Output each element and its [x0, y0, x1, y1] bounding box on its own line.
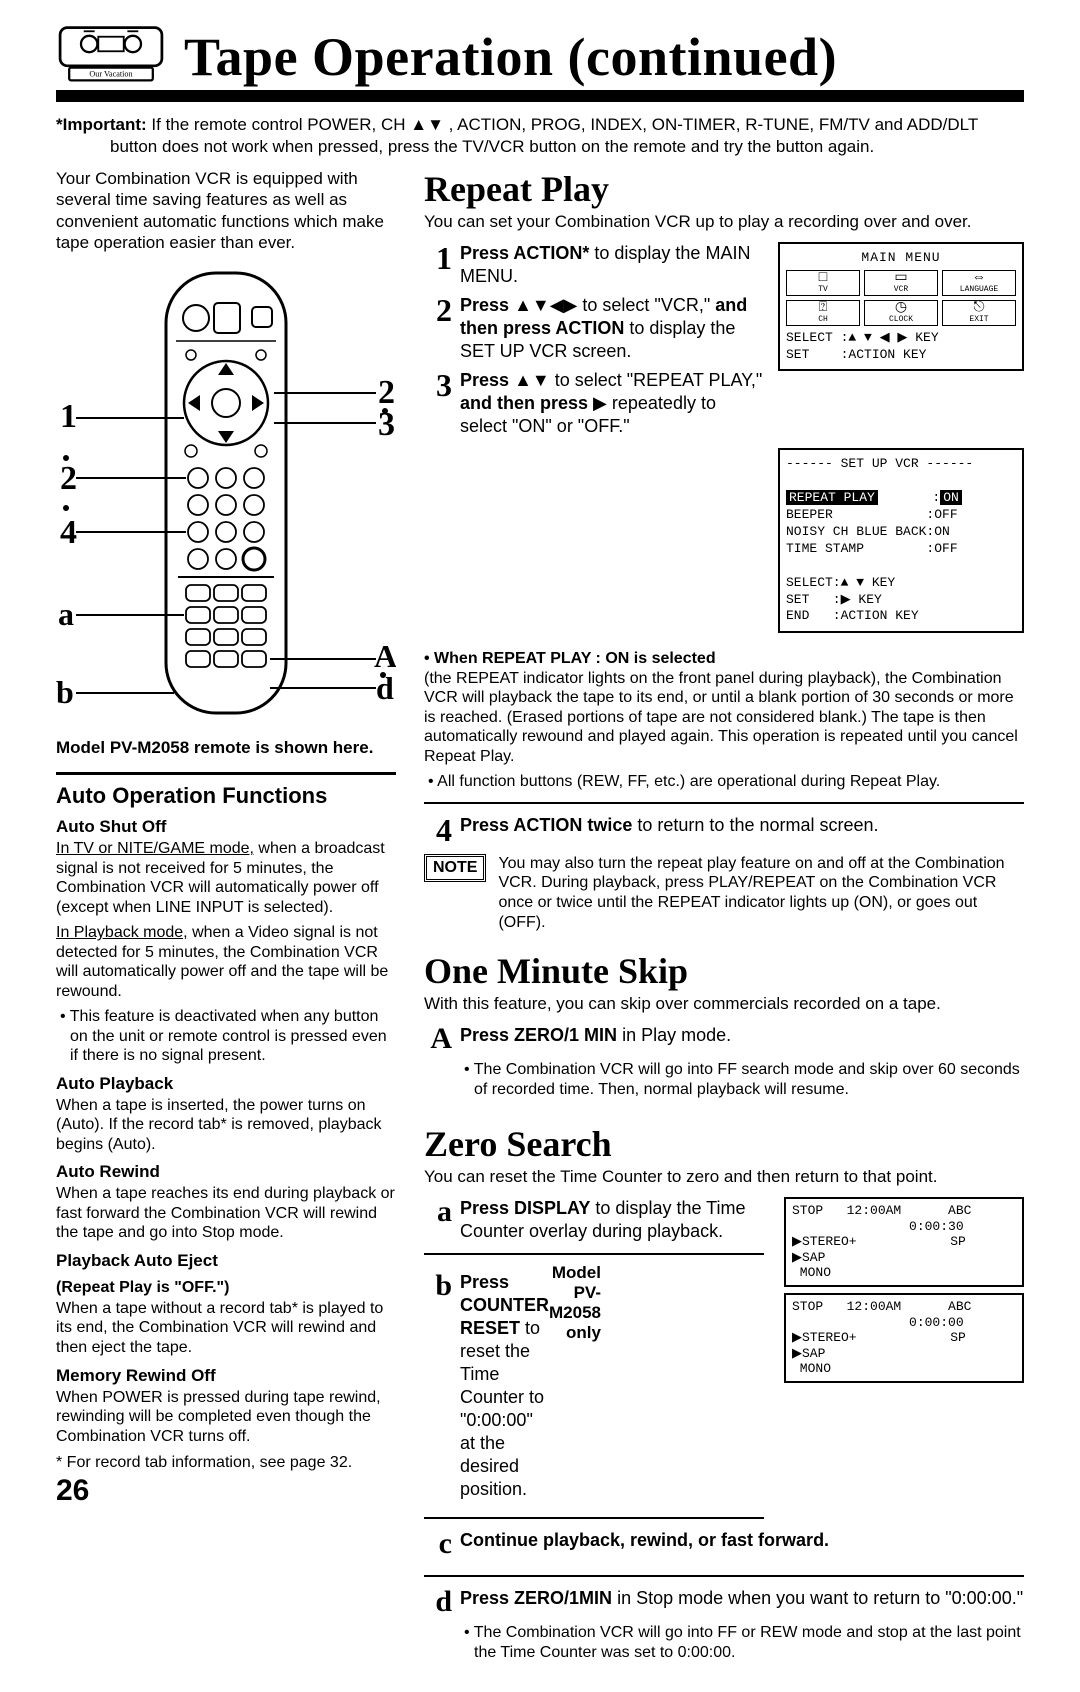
- paragraph: When a tape reaches its end during playb…: [56, 1184, 396, 1243]
- paragraph: When POWER is pressed during tape rewind…: [56, 1388, 396, 1447]
- repeat-step: 2Press ▲▼◀▶ to select "VCR," and then pr…: [424, 294, 766, 363]
- osd-cell: ⍰CH: [786, 300, 860, 326]
- repeat-on-selected: • When REPEAT PLAY : ON is selected (the…: [424, 649, 1024, 766]
- subsection-heading: Memory Rewind Off: [56, 1366, 396, 1386]
- vhs-cassette-icon: Our Vacation: [56, 24, 166, 84]
- paragraph: When a tape is inserted, the power turns…: [56, 1096, 396, 1155]
- osd-cell: □TV: [786, 270, 860, 296]
- step-letter: A: [424, 1024, 452, 1054]
- zero-step-c: c Continue playback, rewind, or fast for…: [424, 1529, 1024, 1559]
- repeat-on-head: • When REPEAT PLAY : ON is selected: [424, 650, 716, 667]
- repeat-play-lead: You can set your Combination VCR up to p…: [424, 212, 1024, 232]
- one-minute-skip-heading: One Minute Skip: [424, 950, 1024, 992]
- page-header: Our Vacation Tape Operation (continued): [56, 24, 1024, 102]
- svg-text:A: A: [374, 638, 396, 674]
- repeat-play-heading: Repeat Play: [424, 168, 1024, 210]
- important-note: *Important: If the remote control POWER,…: [56, 114, 1024, 158]
- repeat-on-body: (the REPEAT indicator lights on the fron…: [424, 670, 1018, 765]
- step-letter: b: [424, 1271, 452, 1501]
- step-letter: c: [424, 1529, 452, 1559]
- subsection-heading: Playback Auto Eject: [56, 1251, 396, 1271]
- zero-step-d: d Press ZERO/1MIN in Stop mode when you …: [424, 1587, 1024, 1617]
- page-title: Tape Operation (continued): [184, 30, 837, 84]
- zero-osd-2: STOP 12:00AM ABC 0:00:00 ▶STEREO+ SP ▶SA…: [784, 1293, 1024, 1383]
- subsection-heading: Auto Rewind: [56, 1162, 396, 1182]
- left-intro: Your Combination VCR is equipped with se…: [56, 168, 396, 253]
- remote-caption: Model PV-M2058 remote is shown here.: [56, 738, 396, 758]
- step-number: 2: [424, 294, 452, 363]
- zero-step-a: a Press DISPLAY to display the Time Coun…: [424, 1197, 772, 1243]
- paragraph: In Playback mode, when a Video signal is…: [56, 923, 396, 1001]
- step-text: Press ZERO/1MIN in Stop mode when you wa…: [460, 1587, 1024, 1617]
- subsection-heading: Auto Playback: [56, 1074, 396, 1094]
- note-text: You may also turn the repeat play featur…: [498, 854, 1024, 932]
- skip-step-A: A Press ZERO/1 MIN in Play mode.: [424, 1024, 1024, 1054]
- step-number: 1: [424, 242, 452, 288]
- note-badge: NOTE: [424, 854, 486, 882]
- svg-text:b: b: [56, 674, 74, 710]
- step-number: 3: [424, 369, 452, 438]
- osd-title: MAIN MENU: [786, 250, 1016, 266]
- svg-text:2: 2: [60, 460, 77, 497]
- record-tab-footnote: * For record tab information, see page 3…: [56, 1454, 396, 1472]
- step-text: Press ACTION* to display the MAIN MENU.: [460, 242, 766, 288]
- paragraph: In TV or NITE/GAME mode, when a broadcas…: [56, 839, 396, 917]
- one-minute-skip-lead: With this feature, you can skip over com…: [424, 994, 1024, 1014]
- osd-cell: ⇔LANGUAGE: [942, 270, 1016, 296]
- svg-text:4: 4: [60, 514, 77, 551]
- bullet: This feature is deactivated when any but…: [56, 1007, 396, 1066]
- important-text: If the remote control POWER, CH ▲▼ , ACT…: [110, 115, 978, 156]
- osd-cell: ◷CLOCK: [864, 300, 938, 326]
- subsection-heading: Auto Shut Off: [56, 817, 396, 837]
- subsection-subhead: (Repeat Play is "OFF."): [56, 1279, 396, 1297]
- svg-text:1: 1: [60, 398, 77, 435]
- zero-search-heading: Zero Search: [424, 1123, 1024, 1165]
- auto-functions-heading: Auto Operation Functions: [56, 783, 396, 809]
- repeat-step: 1Press ACTION* to display the MAIN MENU.: [424, 242, 766, 288]
- osd-cell: ▭VCR: [864, 270, 938, 296]
- repeat-step-4: 4 Press ACTION twice to return to the no…: [424, 814, 1024, 846]
- model-only-label: Model PV-M2058 only: [549, 1263, 601, 1343]
- zero-bullet: The Combination VCR will go into FF or R…: [460, 1623, 1024, 1662]
- repeat-on-bullet: All function buttons (REW, FF, etc.) are…: [424, 772, 1024, 792]
- osd-setup-vcr: ------ SET UP VCR ------ REPEAT PLAY :ON…: [778, 448, 1024, 633]
- repeat-note: NOTE You may also turn the repeat play f…: [424, 854, 1024, 932]
- zero-search-lead: You can reset the Time Counter to zero a…: [424, 1167, 1024, 1187]
- osd-foot: SELECT :▲ ▼ ◀ ▶ KEY SET :ACTION KEY: [786, 330, 1016, 363]
- zero-osd-group: STOP 12:00AM ABC 0:00:30 ▶STEREO+ SP ▶SA…: [784, 1197, 1024, 1389]
- step-number: 4: [424, 814, 452, 846]
- svg-text:Our Vacation: Our Vacation: [89, 70, 132, 79]
- svg-text:a: a: [58, 596, 74, 632]
- repeat-step: 3Press ▲▼ to select "REPEAT PLAY," and t…: [424, 369, 766, 438]
- step-text: Press ▲▼ to select "REPEAT PLAY," and th…: [460, 369, 766, 438]
- paragraph: When a tape without a record tab* is pla…: [56, 1299, 396, 1358]
- step-text: Press COUNTER RESET to reset the Time Co…: [460, 1271, 549, 1501]
- step-text: Press ACTION twice to return to the norm…: [460, 814, 1024, 846]
- step-text: Press ▲▼◀▶ to select "VCR," and then pre…: [460, 294, 766, 363]
- skip-bullet: The Combination VCR will go into FF sear…: [460, 1060, 1024, 1099]
- osd-cell: ⎋EXIT: [942, 300, 1016, 326]
- zero-step-b: b Press COUNTER RESET to reset the Time …: [424, 1271, 549, 1501]
- step-letter: d: [424, 1587, 452, 1617]
- step-text: Press DISPLAY to display the Time Counte…: [460, 1197, 772, 1243]
- page-number: 26: [56, 1474, 396, 1508]
- step-text: Continue playback, rewind, or fast forwa…: [460, 1529, 1024, 1559]
- remote-illustration: 1 2 4 a b 2 3 A d: [56, 263, 396, 733]
- step-letter: a: [424, 1197, 452, 1243]
- zero-osd-1: STOP 12:00AM ABC 0:00:30 ▶STEREO+ SP ▶SA…: [784, 1197, 1024, 1287]
- step-text: Press ZERO/1 MIN in Play mode.: [460, 1024, 1024, 1054]
- osd-main-menu: MAIN MENU □TV▭VCR⇔LANGUAGE ⍰CH◷CLOCK⎋EXIT…: [778, 242, 1024, 371]
